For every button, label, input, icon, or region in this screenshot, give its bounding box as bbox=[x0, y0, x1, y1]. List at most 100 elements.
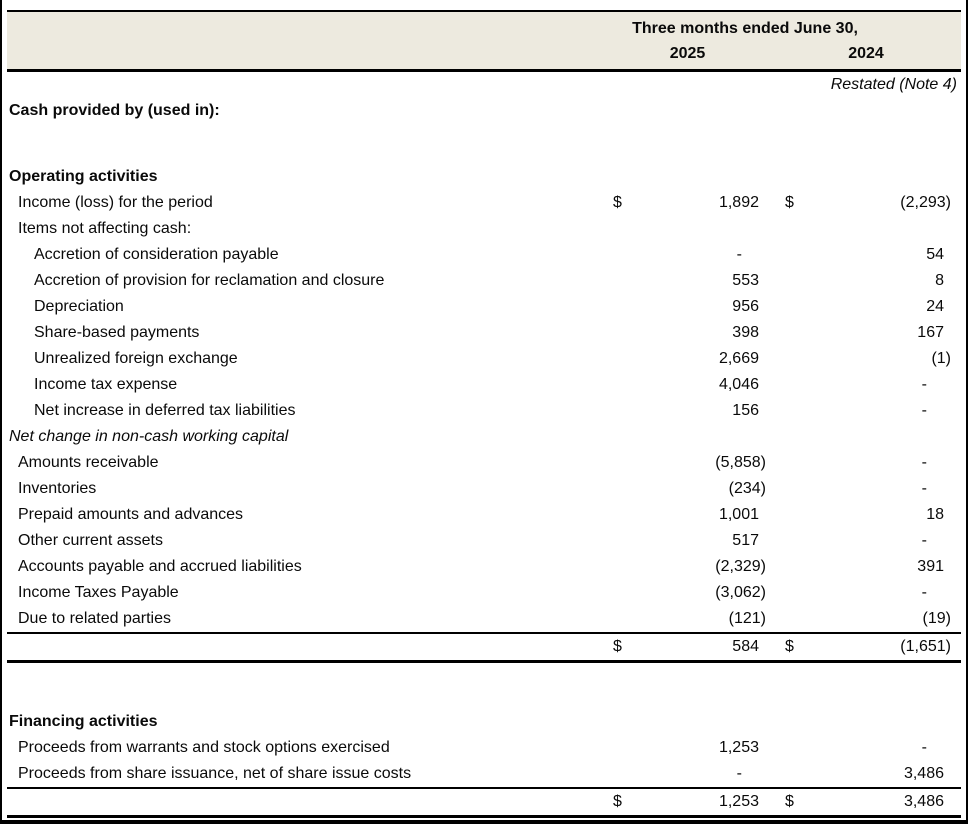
currency-symbol-2024 bbox=[781, 709, 803, 735]
column-gap bbox=[766, 346, 781, 372]
column-gap bbox=[766, 709, 781, 735]
row-label: Amounts receivable bbox=[18, 454, 159, 471]
value-2025 bbox=[633, 424, 766, 450]
column-gap bbox=[766, 789, 781, 815]
year-header-row: 2025 2024 bbox=[7, 41, 961, 66]
row-label: Due to related parties bbox=[18, 610, 171, 627]
currency-symbol-2024 bbox=[781, 268, 803, 294]
section-header-row: Financing activities bbox=[7, 709, 961, 735]
column-gap bbox=[766, 398, 781, 424]
currency-symbol-2025: $ bbox=[613, 793, 622, 810]
column-gap bbox=[766, 372, 781, 398]
row-label: Income (loss) for the period bbox=[18, 194, 213, 211]
right-padding bbox=[951, 320, 961, 346]
right-padding bbox=[951, 450, 961, 476]
row-label: Accretion of consideration payable bbox=[34, 246, 279, 263]
value-2025: 1,253 bbox=[718, 739, 759, 756]
right-padding bbox=[951, 554, 961, 580]
row-label: Cash provided by (used in): bbox=[9, 102, 220, 119]
value-2024: 3,486 bbox=[903, 793, 944, 810]
column-gap bbox=[766, 606, 781, 632]
currency-symbol-2024 bbox=[781, 606, 803, 632]
line-item-row: Unrealized foreign exchange 2,669 (1) bbox=[7, 346, 961, 372]
line-item-row: Inventories (234) - bbox=[7, 476, 961, 502]
value-2024: (19) bbox=[922, 610, 951, 627]
currency-symbol-2025 bbox=[609, 216, 633, 242]
column-header-2024: 2024 bbox=[848, 45, 884, 62]
currency-symbol-2024: $ bbox=[785, 638, 794, 655]
value-2024: 8 bbox=[935, 272, 944, 289]
value-2024: 18 bbox=[926, 506, 944, 523]
currency-symbol-2025 bbox=[609, 502, 633, 528]
column-header-2025: 2025 bbox=[669, 45, 706, 62]
value-2024 bbox=[803, 424, 951, 450]
column-gap bbox=[766, 554, 781, 580]
right-padding bbox=[951, 761, 961, 787]
currency-symbol-2025 bbox=[609, 268, 633, 294]
right-padding bbox=[951, 98, 961, 124]
value-2024 bbox=[803, 709, 951, 735]
row-label: Operating activities bbox=[9, 168, 158, 185]
right-padding bbox=[951, 634, 961, 660]
right-padding bbox=[951, 372, 961, 398]
currency-symbol-2025 bbox=[609, 424, 633, 450]
value-2025: - bbox=[736, 246, 742, 263]
row-label: Accretion of provision for reclamation a… bbox=[34, 272, 385, 289]
line-item-row: Income Taxes Payable (3,062) - bbox=[7, 580, 961, 606]
currency-symbol-2025 bbox=[609, 98, 633, 124]
row-label: Net change in non-cash working capital bbox=[9, 428, 289, 445]
header-spacer bbox=[7, 16, 609, 41]
line-item-row: Accounts payable and accrued liabilities… bbox=[7, 554, 961, 580]
row-label: Income tax expense bbox=[34, 376, 178, 393]
right-padding bbox=[951, 735, 961, 761]
line-item-row: Proceeds from share issuance, net of sha… bbox=[7, 761, 961, 787]
row-label: Other current assets bbox=[18, 532, 163, 549]
period-header-row: Three months ended June 30, bbox=[7, 16, 961, 41]
currency-symbol-2024 bbox=[781, 580, 803, 606]
currency-symbol-2024 bbox=[781, 294, 803, 320]
value-2024: - bbox=[921, 739, 927, 756]
currency-symbol-2024 bbox=[781, 735, 803, 761]
row-label: Share-based payments bbox=[34, 324, 200, 341]
row-label: Proceeds from share issuance, net of sha… bbox=[18, 765, 412, 782]
column-gap bbox=[766, 320, 781, 346]
row-label: Unrealized foreign exchange bbox=[34, 350, 238, 367]
row-label bbox=[7, 789, 609, 815]
spacer-row bbox=[7, 663, 961, 709]
value-2025: 1,253 bbox=[718, 793, 759, 810]
currency-symbol-2025 bbox=[609, 164, 633, 190]
header-spacer bbox=[7, 41, 609, 66]
right-padding bbox=[951, 476, 961, 502]
total-row: $584 $ (1,651) bbox=[7, 632, 961, 663]
column-gap bbox=[766, 216, 781, 242]
line-item-row: Prepaid amounts and advances 1,001 18 bbox=[7, 502, 961, 528]
value-2024: (1,651) bbox=[900, 638, 951, 655]
column-gap bbox=[766, 450, 781, 476]
currency-symbol-2025 bbox=[609, 476, 633, 502]
currency-symbol-2025 bbox=[609, 398, 633, 424]
value-2024: - bbox=[921, 376, 927, 393]
currency-symbol-2025 bbox=[609, 372, 633, 398]
line-item-row: Other current assets 517 - bbox=[7, 528, 961, 554]
statement-sheet: Three months ended June 30, 2025 2024 Re… bbox=[7, 10, 961, 818]
currency-symbol-2024 bbox=[781, 450, 803, 476]
line-item-row: Share-based payments 398 167 bbox=[7, 320, 961, 346]
currency-symbol-2025 bbox=[609, 709, 633, 735]
value-2025: 584 bbox=[732, 638, 759, 655]
currency-symbol-2024 bbox=[781, 424, 803, 450]
currency-symbol-2024 bbox=[781, 242, 803, 268]
value-2025: 398 bbox=[732, 324, 759, 341]
right-padding bbox=[951, 502, 961, 528]
currency-symbol-2025 bbox=[609, 735, 633, 761]
value-2025 bbox=[633, 164, 766, 190]
line-item-row: Accretion of consideration payable - 54 bbox=[7, 242, 961, 268]
currency-symbol-2025 bbox=[609, 294, 633, 320]
row-label bbox=[7, 634, 609, 660]
row-label: Inventories bbox=[18, 480, 97, 497]
currency-symbol-2025 bbox=[609, 554, 633, 580]
right-padding bbox=[951, 709, 961, 735]
column-gap bbox=[766, 190, 781, 216]
value-2024: - bbox=[921, 480, 927, 497]
line-item-row: Accretion of provision for reclamation a… bbox=[7, 268, 961, 294]
currency-symbol-2025 bbox=[609, 346, 633, 372]
